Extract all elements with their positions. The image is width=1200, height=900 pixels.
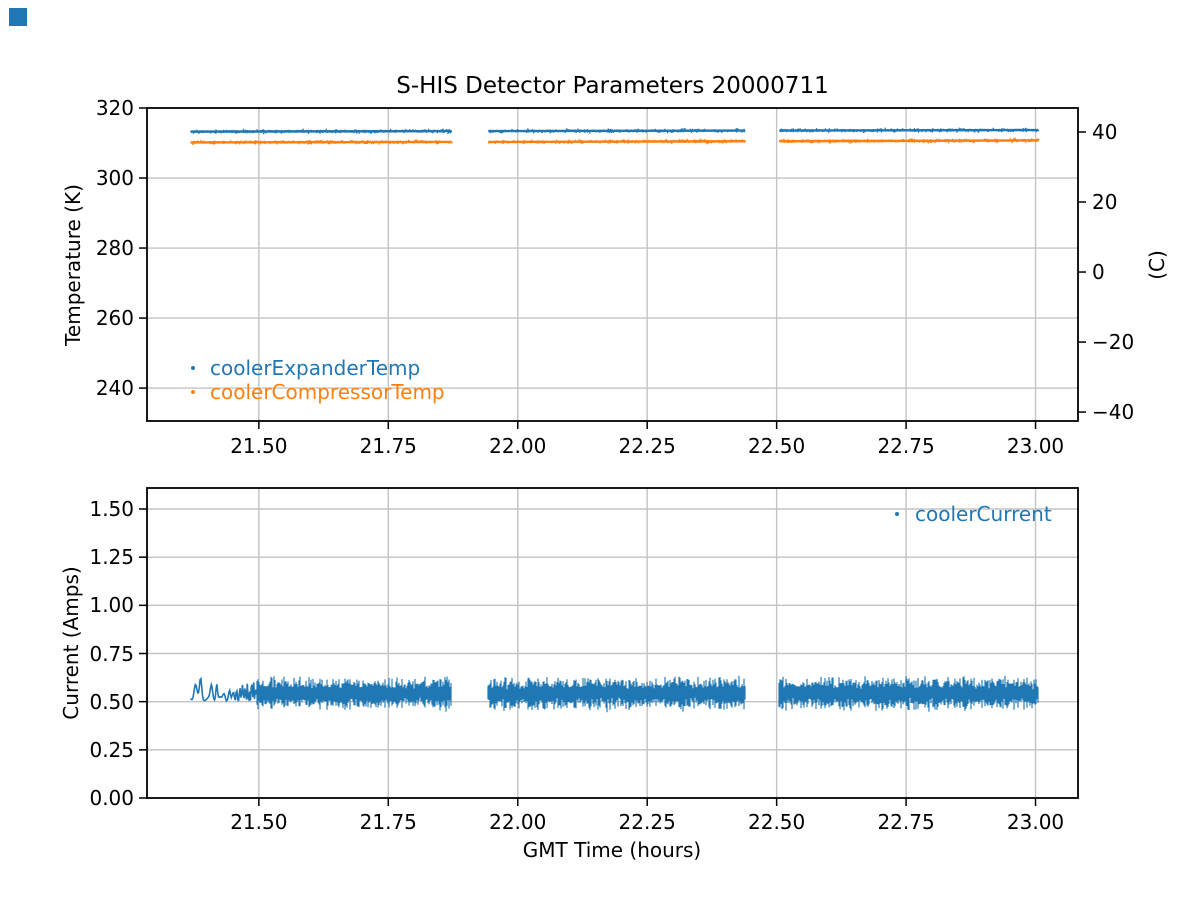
legend-label-coolerCompressorTemp: coolerCompressorTemp: [210, 380, 445, 404]
tick-label: 23.00: [1006, 434, 1065, 458]
tick-label: 1.50: [89, 497, 134, 521]
corner-marker: [9, 8, 27, 26]
chart-title: S-HIS Detector Parameters 20000711: [396, 73, 829, 99]
legend-marker-coolerCompressorTemp: [191, 390, 195, 394]
tick-label: 300: [95, 166, 134, 191]
tick-label: 40: [1092, 119, 1118, 144]
tick-label: 23.00: [1006, 810, 1065, 834]
tick-label: 22.50: [748, 434, 806, 458]
tick-label: 21.75: [359, 810, 417, 834]
legend-label-coolerExpanderTemp: coolerExpanderTemp: [210, 356, 421, 380]
tick-label: 0: [1092, 260, 1105, 285]
legend-marker-coolerCurrent: [895, 512, 899, 516]
tick-label: 0.25: [89, 737, 134, 762]
tick-label: 320: [95, 96, 134, 120]
tick-label: 22.00: [489, 810, 547, 834]
legend-label-coolerCurrent: coolerCurrent: [915, 502, 1052, 526]
tick-label: 1.25: [89, 545, 134, 570]
tick-label: 0.00: [89, 786, 134, 810]
legend-marker-coolerExpanderTemp: [191, 366, 195, 370]
tick-label: 0.50: [89, 689, 134, 714]
tick-label: 1.00: [89, 593, 134, 618]
tick-label: 21.75: [359, 434, 417, 458]
tick-label: 22.25: [618, 810, 676, 834]
tick-label: 260: [95, 306, 134, 331]
tick-label: 22.75: [877, 810, 935, 834]
tick-label: −20: [1092, 330, 1135, 355]
tick-label: 0.75: [89, 641, 134, 666]
tick-label: 240: [95, 376, 134, 401]
x-axis-label: GMT Time (hours): [522, 838, 702, 862]
tick-label: 21.50: [230, 434, 288, 458]
tick-label: 22.50: [748, 810, 806, 834]
tick-label: 21.50: [230, 810, 288, 834]
tick-label: 22.00: [489, 434, 547, 458]
tick-label: 22.75: [877, 434, 935, 458]
tick-label: 22.25: [618, 434, 676, 458]
tick-label: 280: [95, 236, 134, 261]
tick-label: −40: [1092, 400, 1135, 425]
tick-label: 20: [1092, 190, 1118, 214]
